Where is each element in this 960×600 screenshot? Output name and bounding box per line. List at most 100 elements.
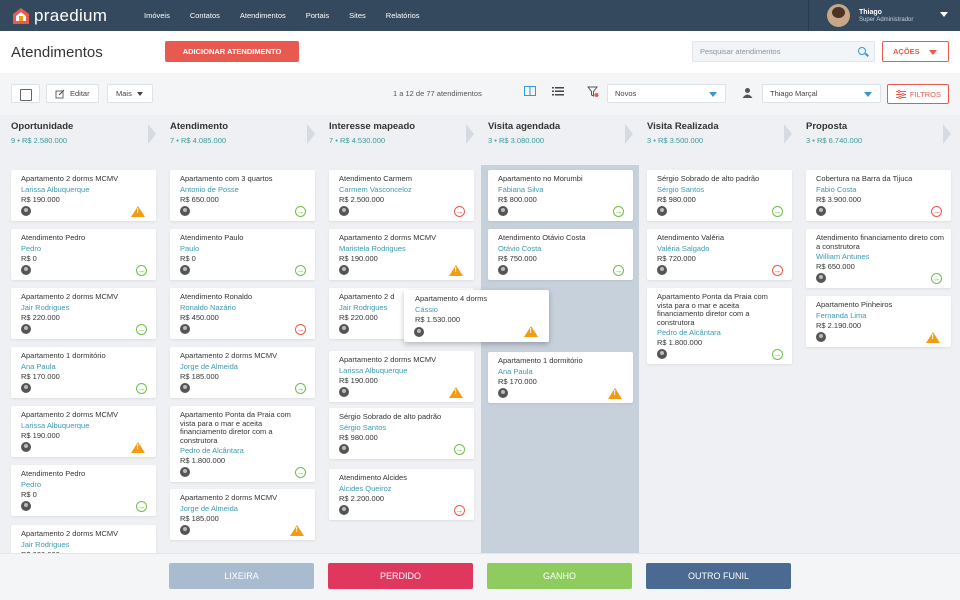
select-all-checkbox[interactable] [11,84,40,103]
card-contact[interactable]: Pedro de Alcântara [657,328,721,337]
card-contact[interactable]: William Antunes [816,252,870,261]
card-contact[interactable]: Fabiana Silva [498,184,544,194]
card-contact[interactable]: Cássio [415,304,438,314]
overdue-arrow-icon[interactable]: → [454,505,465,516]
edit-button[interactable]: Editar [46,84,99,103]
overdue-arrow-icon[interactable]: → [295,324,306,335]
list-view-icon[interactable] [552,86,564,96]
dragging-card[interactable]: Apartamento 4 dorms Cássio R$ 1.530.000 [404,290,549,342]
deal-card[interactable]: Apartamento 2 dorms MCMV Larissa Albuquer… [329,351,474,402]
advance-arrow-icon[interactable]: → [136,383,147,394]
deal-card[interactable]: Atendimento Paulo Paulo R$ 0 → [170,229,315,280]
card-contact[interactable]: Larissa Albuquerque [21,184,90,194]
card-contact[interactable]: Ana Paula [498,366,533,376]
deal-card[interactable]: Apartamento 2 dorms MCMV Jorge de Almeida… [170,489,315,540]
deal-card[interactable]: Apartamento Ponta da Praia com vista par… [170,406,315,482]
advance-arrow-icon[interactable]: → [136,501,147,512]
nav-relatorios[interactable]: Relatórios [385,11,420,20]
card-contact[interactable]: Ronaldo Nazário [180,302,236,312]
lost-dropzone[interactable]: PERDIDO [328,563,473,589]
deal-card[interactable]: Apartamento 2 dorms MCMV Larissa Albuquer… [11,406,156,457]
user-menu[interactable]: Thiago Super Administrador [808,0,960,31]
filters-button[interactable]: FILTROS [887,84,949,104]
overdue-arrow-icon[interactable]: → [772,265,783,276]
deal-card[interactable]: Apartamento 2 dorms MCMV Larissa Albuquer… [11,170,156,221]
advance-arrow-icon[interactable]: → [454,444,465,455]
card-contact[interactable]: Sérgio Santos [657,184,705,194]
card-contact[interactable]: Otávio Costa [498,243,542,253]
deal-card[interactable]: Atendimento Valéria Valéria Salgado R$ 720… [647,229,792,280]
card-contact[interactable]: Valéria Salgado [657,243,710,253]
card-contact[interactable]: Larissa Albuquerque [339,365,408,375]
deal-card[interactable]: Apartamento Pinheiros Fernanda Lima R$ 2.1… [806,296,951,347]
overdue-arrow-icon[interactable]: → [454,206,465,217]
overdue-arrow-icon[interactable]: → [931,206,942,217]
card-contact[interactable]: Paulo [180,243,200,253]
card-contact[interactable]: Pedro de Alcântara [180,446,244,455]
card-contact[interactable]: Sérgio Santos [339,422,387,432]
won-dropzone[interactable]: GANHO [487,563,632,589]
more-button[interactable]: Mais [107,84,153,103]
deal-card[interactable]: Apartamento no Morumbi Fabiana Silva R$ 80… [488,170,633,221]
deal-card[interactable]: Atendimento Otávio Costa Otávio Costa R$ 7… [488,229,633,280]
card-contact[interactable]: Ana Paula [21,361,56,371]
advance-arrow-icon[interactable]: → [295,206,306,217]
advance-arrow-icon[interactable]: → [613,265,624,276]
advance-arrow-icon[interactable]: → [613,206,624,217]
nav-atendimentos[interactable]: Atendimentos [239,11,286,20]
other-funnel-dropzone[interactable]: OUTRO FUNIL [646,563,791,589]
deal-card[interactable]: Atendimento Ronaldo Ronaldo Nazário R$ 450… [170,288,315,339]
deal-card[interactable]: Atendimento Pedro Pedro R$ 0 → [11,465,156,516]
card-contact[interactable]: Fabio Costa [816,184,857,194]
advance-arrow-icon[interactable]: → [295,265,306,276]
deal-card[interactable]: Sérgio Sobrado de alto padrão Sérgio Sant… [329,408,474,459]
deal-card[interactable]: Atendimento Alcides Alcides Queiroz R$ 2.2… [329,469,474,520]
advance-arrow-icon[interactable]: → [772,349,783,360]
status-filter-select[interactable]: Novos [607,84,726,103]
deal-card[interactable]: Apartamento 1 dormitório Ana Paula R$ 170.… [11,347,156,398]
advance-arrow-icon[interactable]: → [295,383,306,394]
board-view-icon[interactable] [524,86,536,96]
deal-card[interactable]: Apartamento 2 dorms MCMV Jorge de Almeida… [170,347,315,398]
card-contact[interactable]: Carmem Vasconceloz [339,184,412,194]
nav-sites[interactable]: Sites [349,11,366,20]
agent-filter-select[interactable]: Thiago Marçal [762,84,881,103]
deal-card[interactable]: Sérgio Sobrado de alto padrão Sérgio Sant… [647,170,792,221]
advance-arrow-icon[interactable]: → [136,324,147,335]
nav-imoveis[interactable]: Imóveis [144,11,170,20]
card-contact[interactable]: Fernanda Lima [816,310,867,320]
card-contact[interactable]: Jair Rodrigues [21,539,70,549]
deal-card[interactable]: Atendimento Pedro Pedro R$ 0 → [11,229,156,280]
nav-portais[interactable]: Portais [305,11,330,20]
advance-arrow-icon[interactable]: → [136,265,147,276]
card-contact[interactable]: Jorge de Almeida [180,503,238,513]
card-contact[interactable]: Jair Rodrigues [339,302,388,312]
deal-card[interactable]: Atendimento financiamento direto com a c… [806,229,951,288]
search-input[interactable]: Pesquisar atendimentos [692,41,875,62]
advance-arrow-icon[interactable]: → [295,467,306,478]
actions-button[interactable]: AÇÕES [882,41,949,62]
card-contact[interactable]: Larissa Albuquerque [21,420,90,430]
card-contact[interactable]: Maristela Rodrigues [339,243,406,253]
logo[interactable]: praedium [12,6,137,26]
deal-card[interactable]: Apartamento com 3 quartos Antonio de Poss… [170,170,315,221]
column-summary: 7 • R$ 4.085.000 [170,136,228,145]
card-contact[interactable]: Alcides Queiroz [339,483,392,493]
advance-arrow-icon[interactable]: → [772,206,783,217]
deal-card[interactable]: Atendimento Carmem Carmem Vasconceloz R$ 2… [329,170,474,221]
card-contact[interactable]: Antonio de Posse [180,184,239,194]
card-contact[interactable]: Jair Rodrigues [21,302,70,312]
search-icon[interactable] [858,47,866,55]
advance-arrow-icon[interactable]: → [931,273,942,284]
nav-contatos[interactable]: Contatos [189,11,220,20]
deal-card[interactable]: Apartamento 2 dorms MCMV Maristela Rodrig… [329,229,474,280]
card-contact[interactable]: Pedro [21,479,42,489]
card-contact[interactable]: Pedro [21,243,42,253]
card-contact[interactable]: Jorge de Almeida [180,361,238,371]
add-atendimento-button[interactable]: ADICIONAR ATENDIMENTO [165,41,299,62]
deal-card[interactable]: Apartamento 1 dormitório Ana Paula R$ 170.… [488,352,633,403]
deal-card[interactable]: Cobertura na Barra da Tijuca Fabio Costa R… [806,170,951,221]
trash-dropzone[interactable]: LIXEIRA [169,563,314,589]
deal-card[interactable]: Apartamento Ponta da Praia com vista par… [647,288,792,364]
